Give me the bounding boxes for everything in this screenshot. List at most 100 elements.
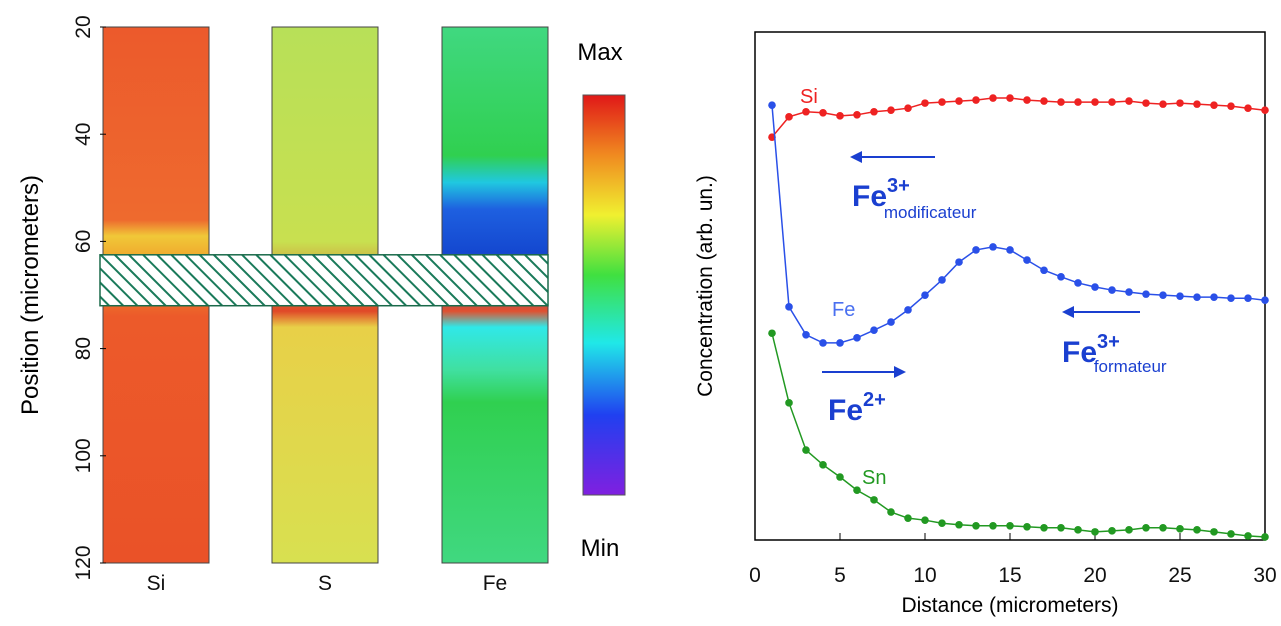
colorbar-min: Min xyxy=(581,535,620,562)
data-point xyxy=(1108,527,1116,535)
data-point xyxy=(1227,294,1235,302)
data-point xyxy=(1006,94,1014,102)
annotation: Fe2+ xyxy=(828,389,886,427)
annotation-superscript: 3+ xyxy=(1097,331,1120,353)
data-point xyxy=(887,106,895,115)
data-point xyxy=(955,97,963,105)
data-point xyxy=(785,399,793,407)
data-point xyxy=(904,514,912,522)
data-point xyxy=(938,519,946,528)
data-point xyxy=(802,330,810,339)
data-point xyxy=(853,334,861,342)
data-point xyxy=(1023,522,1031,531)
data-point xyxy=(938,98,946,106)
data-point xyxy=(1125,288,1133,296)
x-tick-label: Fe xyxy=(483,572,508,595)
data-point xyxy=(1193,100,1201,108)
data-point xyxy=(1023,96,1031,104)
x-tick-label: 5 xyxy=(834,564,846,587)
data-point xyxy=(1091,98,1099,106)
arrow-head xyxy=(1062,306,1074,318)
data-point xyxy=(1125,526,1133,534)
data-point xyxy=(1261,296,1269,305)
annotation: Fe3+ formateur xyxy=(1062,331,1167,376)
data-point xyxy=(870,326,878,334)
data-point xyxy=(870,107,878,116)
annotation-superscript: 3+ xyxy=(887,175,910,197)
data-point xyxy=(836,112,844,120)
x-tick-label: S xyxy=(318,572,332,595)
annotation: Fe3+ modificateur xyxy=(852,175,977,222)
y-tick-label: 120 xyxy=(72,545,95,580)
annotation-subscript: modificateur xyxy=(884,203,977,222)
series-line xyxy=(771,97,1266,138)
data-point xyxy=(1125,97,1133,105)
data-point xyxy=(921,516,929,524)
data-point xyxy=(785,303,793,311)
data-point xyxy=(836,473,844,481)
arrow-head xyxy=(894,366,906,378)
data-point xyxy=(1210,101,1218,109)
data-point xyxy=(1193,526,1201,534)
x-tick-label: 20 xyxy=(1083,564,1106,587)
data-point xyxy=(1006,521,1014,530)
data-point xyxy=(1142,99,1150,107)
annotation-text: Fe xyxy=(828,394,863,427)
data-point xyxy=(1057,98,1065,106)
data-point xyxy=(921,99,929,107)
x-tick-label: 30 xyxy=(1253,564,1276,587)
data-point xyxy=(1159,100,1167,108)
y-tick-label: 100 xyxy=(72,438,95,473)
data-point xyxy=(887,508,895,516)
x-axis-label: Distance (micrometers) xyxy=(901,594,1118,617)
data-point xyxy=(1159,524,1167,532)
data-point xyxy=(904,104,912,112)
data-point xyxy=(955,520,963,529)
data-point xyxy=(853,111,861,119)
data-point xyxy=(972,521,980,530)
annotation-subscript: formateur xyxy=(1094,357,1167,376)
data-point xyxy=(972,246,980,254)
data-point xyxy=(819,108,827,117)
data-point xyxy=(1040,266,1048,275)
data-point xyxy=(1006,246,1014,254)
data-point xyxy=(1108,98,1116,106)
data-point xyxy=(836,339,844,347)
data-point xyxy=(1176,99,1184,107)
y-tick-label: 20 xyxy=(72,15,95,38)
data-point xyxy=(1040,524,1048,532)
data-point xyxy=(1091,283,1099,291)
data-point xyxy=(972,96,980,104)
data-point xyxy=(870,496,878,504)
data-point xyxy=(819,339,827,347)
x-tick-label: 25 xyxy=(1168,564,1191,587)
data-point xyxy=(1057,524,1065,532)
data-point xyxy=(989,94,997,102)
data-point xyxy=(1176,525,1184,533)
x-tick-label: 15 xyxy=(998,564,1021,587)
data-point xyxy=(1091,528,1099,536)
data-point xyxy=(1244,294,1252,302)
data-point xyxy=(1142,290,1150,298)
data-point xyxy=(1057,273,1065,281)
x-tick-label: Si xyxy=(147,572,166,595)
x-tick-label: 0 xyxy=(749,564,761,587)
data-point xyxy=(1227,102,1235,110)
data-point xyxy=(955,258,963,266)
data-point xyxy=(1261,106,1269,115)
data-point xyxy=(921,291,929,299)
hatched-band xyxy=(99,254,549,307)
arrow-head xyxy=(850,151,862,163)
data-point xyxy=(1159,291,1167,299)
data-point xyxy=(1210,293,1218,301)
data-point xyxy=(1040,97,1048,105)
colorbar-max: Max xyxy=(577,39,622,66)
annotation-superscript: 2+ xyxy=(863,389,886,411)
annotation-text: Fe xyxy=(852,180,887,213)
data-point xyxy=(1227,530,1235,538)
data-point xyxy=(1023,256,1031,264)
data-point xyxy=(1176,292,1184,300)
data-point xyxy=(1074,526,1082,534)
y-tick-label: 60 xyxy=(72,230,95,253)
data-point xyxy=(887,318,895,326)
